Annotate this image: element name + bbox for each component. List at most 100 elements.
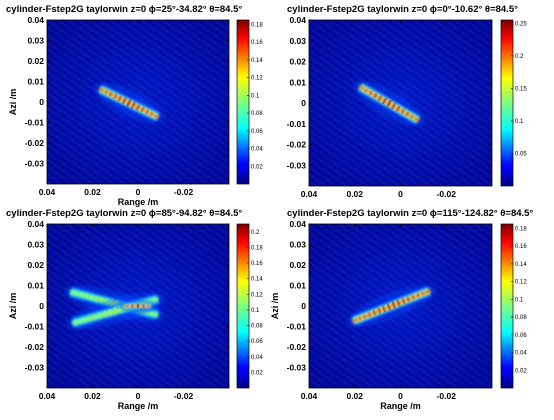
colorbar-tick-label: 0.14 bbox=[251, 277, 263, 283]
y-tick-label: -0.01 bbox=[287, 119, 307, 129]
y-tick-label: 0.02 bbox=[27, 56, 44, 66]
heatmap-panel-4: cylinder-Fstep2G taylorwin z=0 ϕ=115°-12… bbox=[270, 208, 533, 411]
colorbar-tick-label: 0.06 bbox=[251, 129, 263, 135]
x-axis-label: Range /m bbox=[118, 401, 159, 411]
heatmap-panel-2: cylinder-Fstep2G taylorwin z=0 ϕ=0°-10.6… bbox=[287, 4, 528, 199]
x-tick-label: 0 bbox=[136, 391, 141, 401]
y-tick-label: 0 bbox=[301, 98, 306, 108]
y-tick-label: -0.01 bbox=[25, 118, 45, 128]
colorbar-tick-label: 0.18 bbox=[515, 226, 527, 232]
y-tick-label: 0.01 bbox=[27, 281, 44, 291]
x-tick-label: 0.04 bbox=[301, 189, 318, 199]
y-tick-label: 0.02 bbox=[289, 57, 306, 67]
y-axis-label: Azi /m bbox=[8, 293, 18, 320]
y-tick-label: 0.03 bbox=[27, 240, 44, 250]
y-tick-label: 0.03 bbox=[27, 36, 44, 46]
x-tick-label: 0.04 bbox=[39, 187, 56, 197]
x-tick-label: 0.04 bbox=[39, 391, 56, 401]
y-tick-label: -0.03 bbox=[287, 160, 307, 170]
x-tick-label: -0.02 bbox=[437, 189, 457, 199]
y-tick-label: 0 bbox=[39, 301, 44, 311]
x-tick-label: -0.02 bbox=[174, 187, 194, 197]
colorbar-tick-label: 0.1 bbox=[515, 297, 524, 303]
colorbar-tick-label: 0.04 bbox=[515, 351, 527, 357]
x-tick-label: 0.02 bbox=[346, 391, 363, 401]
panel-title: cylinder-Fstep2G taylorwin z=0 ϕ=0°-10.6… bbox=[287, 4, 518, 15]
heatmap-panel-3: cylinder-Fstep2G taylorwin z=0 ϕ=85°-94.… bbox=[6, 208, 263, 411]
colorbar-tick-label: 0.02 bbox=[251, 370, 263, 376]
colorbar bbox=[500, 223, 514, 389]
colorbar-tick-label: 0.1 bbox=[251, 93, 260, 99]
colorbar-tick-label: 0.18 bbox=[251, 22, 263, 28]
colorbar-tick-label: 0.06 bbox=[251, 339, 263, 345]
colorbar-tick-label: 0.04 bbox=[251, 147, 263, 153]
y-tick-label: -0.02 bbox=[25, 342, 45, 352]
y-tick-label: 0 bbox=[301, 301, 306, 311]
y-tick-label: -0.03 bbox=[287, 363, 307, 373]
panel-title: cylinder-Fstep2G taylorwin z=0 ϕ=85°-94.… bbox=[6, 208, 242, 219]
y-tick-label: 0.02 bbox=[27, 260, 44, 270]
colorbar-tick-label: 0.2 bbox=[515, 54, 524, 60]
y-tick-label: 0.04 bbox=[27, 219, 44, 229]
colorbar bbox=[236, 19, 250, 185]
colorbar-tick-label: 0.05 bbox=[515, 151, 527, 157]
y-tick-label: -0.01 bbox=[25, 322, 45, 332]
colorbar-tick-label: 0.02 bbox=[515, 368, 527, 374]
y-tick-label: 0.03 bbox=[289, 36, 306, 46]
colorbar-tick-label: 0.08 bbox=[251, 111, 263, 117]
colorbar bbox=[236, 223, 250, 389]
colorbar-tick-label: 0.16 bbox=[515, 244, 527, 250]
y-tick-label: 0.04 bbox=[289, 219, 306, 229]
colorbar-tick-label: 0.12 bbox=[251, 76, 263, 82]
x-tick-label: -0.02 bbox=[174, 391, 194, 401]
y-tick-label: 0 bbox=[39, 97, 44, 107]
y-tick-label: 0.03 bbox=[289, 240, 306, 250]
colorbar-tick-label: 0.16 bbox=[251, 40, 263, 46]
colorbar-tick-label: 0.1 bbox=[515, 119, 524, 125]
y-tick-label: -0.01 bbox=[287, 322, 307, 332]
colorbar-tick-label: 0.25 bbox=[515, 21, 527, 27]
colorbar-tick-label: 0.12 bbox=[251, 292, 263, 298]
x-tick-label: 0.02 bbox=[84, 391, 101, 401]
x-tick-label: 0 bbox=[398, 189, 403, 199]
panel-title: cylinder-Fstep2G taylorwin z=0 ϕ=25°-34.… bbox=[6, 4, 242, 15]
colorbar-tick-label: 0.18 bbox=[251, 245, 263, 251]
colorbar-tick-label: 0.16 bbox=[251, 261, 263, 267]
x-tick-label: -0.02 bbox=[437, 391, 457, 401]
colorbar-tick-label: 0.15 bbox=[515, 86, 527, 92]
colorbar-tick-label: 0.14 bbox=[515, 262, 527, 268]
y-axis-label: Azi /m bbox=[8, 89, 18, 116]
heatmap-feature bbox=[351, 286, 431, 326]
colorbar bbox=[500, 19, 514, 187]
x-tick-label: 0.02 bbox=[84, 187, 101, 197]
y-tick-label: -0.03 bbox=[25, 159, 45, 169]
y-tick-label: -0.03 bbox=[25, 363, 45, 373]
colorbar-tick-label: 0.02 bbox=[251, 164, 263, 170]
x-tick-label: 0 bbox=[136, 187, 141, 197]
y-tick-label: 0.01 bbox=[289, 281, 306, 291]
panel-title: cylinder-Fstep2G taylorwin z=0 ϕ=115°-12… bbox=[287, 208, 533, 219]
x-axis-label: Range /m bbox=[380, 401, 421, 411]
colorbar-tick-label: 0.14 bbox=[251, 58, 263, 64]
colorbar-tick-label: 0.06 bbox=[515, 333, 527, 339]
y-tick-label: -0.02 bbox=[25, 138, 45, 148]
x-tick-label: 0.04 bbox=[301, 391, 318, 401]
x-tick-label: 0.02 bbox=[346, 189, 363, 199]
colorbar-tick-label: 0.08 bbox=[251, 324, 263, 330]
y-tick-label: 0.01 bbox=[27, 77, 44, 87]
y-tick-label: -0.02 bbox=[287, 342, 307, 352]
colorbar-tick-label: 0.04 bbox=[251, 355, 263, 361]
y-tick-label: 0.04 bbox=[289, 15, 306, 25]
x-axis-label: Range /m bbox=[118, 197, 159, 207]
colorbar-tick-label: 0.1 bbox=[251, 308, 260, 314]
heatmap-panel-1: cylinder-Fstep2G taylorwin z=0 ϕ=25°-34.… bbox=[6, 4, 263, 207]
y-tick-label: 0.01 bbox=[289, 77, 306, 87]
colorbar-tick-label: 0.12 bbox=[515, 280, 527, 286]
x-tick-label: 0 bbox=[398, 391, 403, 401]
colorbar-tick-label: 0.2 bbox=[251, 230, 260, 236]
y-tick-label: -0.02 bbox=[287, 140, 307, 150]
colorbar-tick-label: 0.08 bbox=[515, 315, 527, 321]
y-tick-label: 0.02 bbox=[289, 260, 306, 270]
y-axis-label: Azi /m bbox=[270, 293, 280, 320]
